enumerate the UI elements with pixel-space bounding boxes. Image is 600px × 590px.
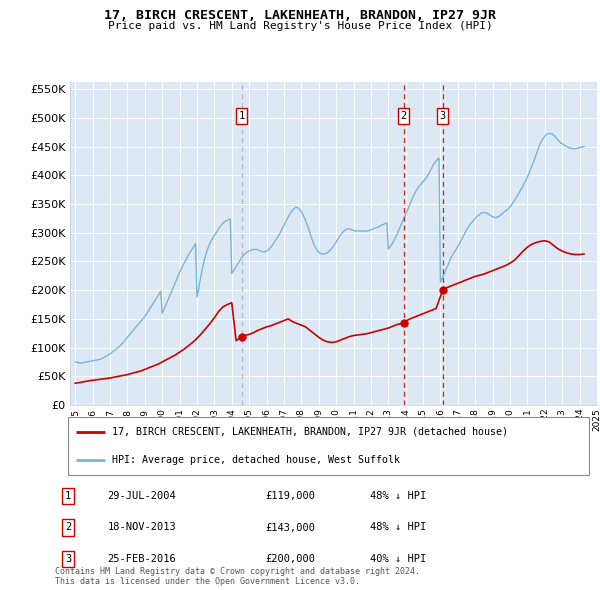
Text: 29-JUL-2004: 29-JUL-2004 xyxy=(107,491,176,501)
Text: 3: 3 xyxy=(440,111,446,121)
Text: Price paid vs. HM Land Registry's House Price Index (HPI): Price paid vs. HM Land Registry's House … xyxy=(107,21,493,31)
Text: 18-NOV-2013: 18-NOV-2013 xyxy=(107,523,176,533)
Text: 1: 1 xyxy=(65,491,71,501)
Text: £200,000: £200,000 xyxy=(265,554,315,564)
Text: 2: 2 xyxy=(65,523,71,533)
Text: 1: 1 xyxy=(239,111,245,121)
Text: 2: 2 xyxy=(400,111,407,121)
Text: 3: 3 xyxy=(65,554,71,564)
Text: 17, BIRCH CRESCENT, LAKENHEATH, BRANDON, IP27 9JR: 17, BIRCH CRESCENT, LAKENHEATH, BRANDON,… xyxy=(104,9,496,22)
Text: Contains HM Land Registry data © Crown copyright and database right 2024.
This d: Contains HM Land Registry data © Crown c… xyxy=(55,566,420,586)
Text: 25-FEB-2016: 25-FEB-2016 xyxy=(107,554,176,564)
Text: £119,000: £119,000 xyxy=(265,491,315,501)
Text: 17, BIRCH CRESCENT, LAKENHEATH, BRANDON, IP27 9JR (detached house): 17, BIRCH CRESCENT, LAKENHEATH, BRANDON,… xyxy=(112,427,508,437)
Text: 48% ↓ HPI: 48% ↓ HPI xyxy=(370,523,426,533)
Text: HPI: Average price, detached house, West Suffolk: HPI: Average price, detached house, West… xyxy=(112,455,400,466)
Text: 48% ↓ HPI: 48% ↓ HPI xyxy=(370,491,426,501)
Text: 40% ↓ HPI: 40% ↓ HPI xyxy=(370,554,426,564)
FancyBboxPatch shape xyxy=(68,417,589,475)
Text: £143,000: £143,000 xyxy=(265,523,315,533)
